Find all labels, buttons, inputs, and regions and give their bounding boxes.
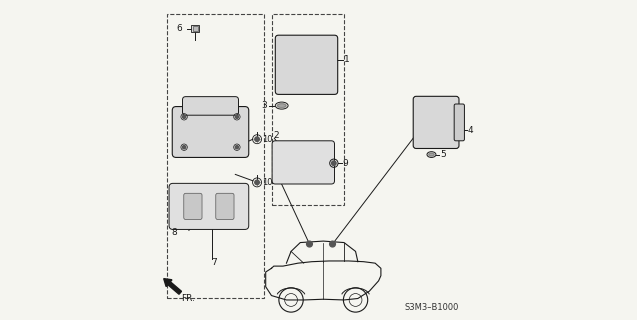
FancyBboxPatch shape (275, 35, 338, 94)
Circle shape (255, 137, 259, 141)
Circle shape (235, 146, 238, 149)
Circle shape (182, 115, 186, 118)
FancyBboxPatch shape (172, 107, 248, 157)
Text: S3M3–B1000: S3M3–B1000 (405, 303, 459, 312)
FancyBboxPatch shape (272, 141, 334, 184)
FancyBboxPatch shape (169, 183, 248, 229)
Bar (179, 191, 238, 222)
Bar (192, 25, 199, 32)
Bar (166, 14, 264, 298)
Text: 2: 2 (273, 132, 278, 140)
Bar (280, 148, 327, 177)
Text: 4: 4 (468, 126, 473, 135)
FancyBboxPatch shape (182, 97, 238, 115)
FancyArrow shape (164, 279, 182, 294)
Circle shape (434, 104, 436, 106)
Circle shape (303, 43, 306, 46)
Ellipse shape (277, 104, 286, 108)
Text: 10: 10 (262, 178, 273, 187)
Text: FR.: FR. (182, 294, 196, 303)
Text: 5: 5 (440, 150, 446, 159)
Text: 10: 10 (262, 135, 273, 144)
Circle shape (306, 241, 312, 247)
Circle shape (255, 180, 259, 185)
Bar (282, 43, 331, 86)
Circle shape (235, 115, 238, 118)
Circle shape (329, 241, 336, 247)
Bar (272, 14, 344, 205)
Circle shape (448, 104, 451, 106)
Text: 3: 3 (261, 101, 267, 110)
Text: 1: 1 (343, 55, 349, 64)
Ellipse shape (429, 153, 434, 156)
Text: 6: 6 (176, 24, 182, 33)
Text: 8: 8 (171, 228, 177, 236)
Circle shape (332, 161, 336, 165)
Circle shape (285, 43, 288, 46)
FancyBboxPatch shape (216, 193, 234, 220)
Circle shape (325, 43, 328, 46)
Text: 9: 9 (343, 159, 348, 168)
Bar (419, 109, 453, 142)
Circle shape (182, 146, 186, 149)
Bar (193, 26, 197, 31)
FancyBboxPatch shape (454, 104, 464, 141)
Circle shape (421, 104, 424, 106)
FancyBboxPatch shape (413, 96, 459, 148)
FancyBboxPatch shape (184, 193, 202, 220)
Bar (181, 114, 240, 149)
Text: 7: 7 (211, 258, 217, 267)
